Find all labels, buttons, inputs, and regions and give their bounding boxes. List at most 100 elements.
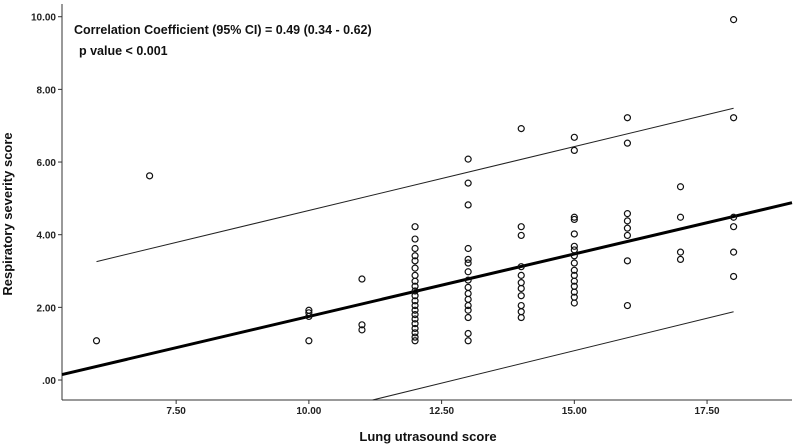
- data-point: [411, 244, 419, 253]
- data-point: [358, 321, 366, 329]
- data-point: [305, 337, 313, 345]
- data-point: [464, 179, 472, 187]
- data-point: [570, 259, 578, 267]
- data-point: [358, 275, 366, 283]
- data-point: [517, 271, 525, 279]
- data-point: [570, 230, 578, 238]
- data-point: [411, 282, 419, 290]
- data-point: [570, 213, 578, 221]
- data-point: [517, 313, 525, 322]
- data-point: [411, 235, 419, 243]
- data-point: [464, 276, 472, 284]
- plot-area: [61, 4, 792, 401]
- data-point: [729, 16, 738, 24]
- data-point: [623, 231, 632, 240]
- data-point: [464, 255, 472, 264]
- data-point: [570, 133, 578, 141]
- x-axis-title: Lung utrasound score: [359, 429, 496, 444]
- y-tick-label: 4.00: [37, 231, 57, 242]
- y-tick-label: .00: [42, 376, 56, 387]
- data-point: [729, 248, 738, 256]
- data-point: [464, 329, 472, 338]
- data-point: [464, 155, 472, 163]
- data-point: [411, 292, 419, 300]
- data-point: [729, 223, 738, 231]
- data-point: [464, 337, 472, 345]
- x-axis: 7.50 10.00 12.50 15.00 17.50: [166, 400, 720, 417]
- data-point: [517, 223, 525, 231]
- data-point: [676, 183, 685, 191]
- data-point: [464, 244, 472, 253]
- data-point: [464, 301, 472, 310]
- data-point: [411, 311, 419, 319]
- data-point: [570, 215, 578, 224]
- y-tick-label: 8.00: [37, 85, 57, 96]
- data-point: [411, 277, 419, 285]
- ci-lower-line: [372, 311, 734, 401]
- data-point: [411, 333, 419, 341]
- data-points: [92, 16, 738, 345]
- x-tick-label: 12.50: [429, 406, 454, 417]
- ci-upper-line: [96, 107, 734, 263]
- data-point: [570, 252, 578, 260]
- data-point: [729, 272, 738, 281]
- data-point: [464, 201, 472, 209]
- data-point: [411, 320, 419, 328]
- data-point: [411, 324, 419, 333]
- data-point: [92, 337, 101, 345]
- data-point: [517, 125, 525, 133]
- data-point: [623, 114, 632, 122]
- data-point: [411, 315, 419, 323]
- data-point: [570, 288, 578, 296]
- data-point: [411, 252, 419, 260]
- x-tick-label: 17.50: [695, 406, 720, 417]
- data-point: [676, 213, 685, 221]
- data-point: [570, 242, 578, 250]
- y-tick-label: 2.00: [37, 303, 57, 314]
- data-point: [146, 172, 154, 180]
- data-point: [729, 213, 738, 221]
- data-point: [623, 301, 632, 310]
- y-tick-label: 6.00: [37, 158, 57, 169]
- x-tick-label: 15.00: [562, 406, 587, 417]
- p-value-annotation: p value < 0.001: [79, 44, 168, 58]
- data-point: [570, 299, 578, 307]
- data-point: [464, 268, 472, 276]
- data-point: [411, 329, 419, 337]
- data-point: [464, 259, 472, 267]
- data-point: [411, 301, 419, 310]
- data-point: [517, 231, 525, 240]
- data-point: [464, 313, 472, 322]
- data-point: [411, 337, 419, 345]
- data-point: [411, 306, 419, 314]
- data-point: [676, 255, 685, 264]
- x-tick-label: 7.50: [166, 406, 186, 417]
- data-point: [305, 309, 313, 317]
- data-point: [570, 266, 578, 274]
- y-axis: .00 2.00 4.00 6.00 8.00 10.00: [31, 13, 62, 387]
- data-point: [570, 277, 578, 285]
- data-point: [517, 263, 525, 271]
- regression-lines: [61, 107, 793, 401]
- data-point: [623, 139, 632, 147]
- data-point: [623, 224, 632, 232]
- x-tick-label: 10.00: [296, 406, 321, 417]
- data-point: [358, 326, 366, 334]
- data-point: [411, 297, 419, 305]
- correlation-annotation: Correlation Coefficient (95% CI) = 0.49 …: [74, 23, 372, 37]
- data-point: [305, 312, 313, 321]
- data-point: [411, 257, 419, 265]
- data-point: [570, 146, 578, 155]
- fit-line: [61, 201, 793, 377]
- data-point: [464, 306, 472, 314]
- data-point: [623, 217, 632, 225]
- data-point: [623, 257, 632, 265]
- data-point: [729, 114, 738, 122]
- data-point: [517, 292, 525, 300]
- data-point: [517, 284, 525, 293]
- data-point: [676, 248, 685, 256]
- y-axis-title: Respiratory severity score: [0, 132, 15, 295]
- data-point: [411, 264, 419, 272]
